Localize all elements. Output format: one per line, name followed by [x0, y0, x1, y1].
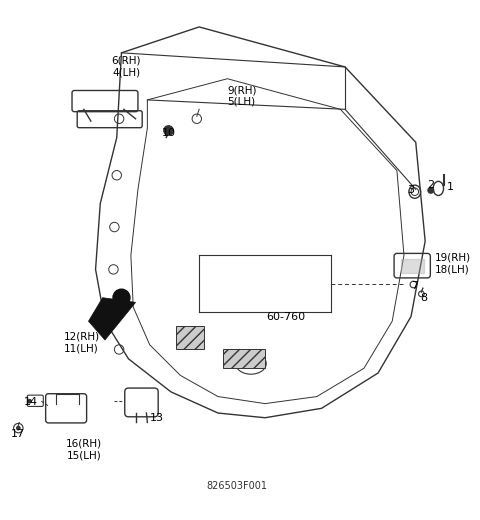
Text: 14: 14: [24, 397, 37, 407]
Text: 17: 17: [11, 429, 25, 439]
Text: 826503F001: 826503F001: [206, 480, 267, 491]
Text: 16(RH)
15(LH): 16(RH) 15(LH): [66, 439, 102, 461]
Text: 2: 2: [428, 180, 434, 190]
Text: 60-760: 60-760: [267, 312, 306, 322]
Text: 12(RH)
11(LH): 12(RH) 11(LH): [63, 332, 99, 353]
Text: 13: 13: [150, 413, 164, 423]
Polygon shape: [223, 349, 265, 368]
Text: 1: 1: [446, 182, 453, 192]
Text: 10: 10: [162, 128, 176, 138]
Text: 19(RH)
18(LH): 19(RH) 18(LH): [434, 253, 471, 275]
Circle shape: [428, 188, 433, 193]
Circle shape: [113, 289, 130, 306]
Polygon shape: [88, 297, 135, 340]
Circle shape: [164, 126, 173, 135]
Text: 9(RH)
5(LH): 9(RH) 5(LH): [228, 85, 257, 107]
Text: 8: 8: [420, 293, 428, 303]
Polygon shape: [401, 258, 424, 272]
Circle shape: [27, 399, 32, 404]
Text: 3: 3: [407, 185, 414, 196]
Polygon shape: [176, 326, 204, 349]
Circle shape: [16, 426, 21, 431]
Text: 6(RH)
4(LH): 6(RH) 4(LH): [111, 56, 141, 77]
Text: 7: 7: [411, 281, 419, 291]
